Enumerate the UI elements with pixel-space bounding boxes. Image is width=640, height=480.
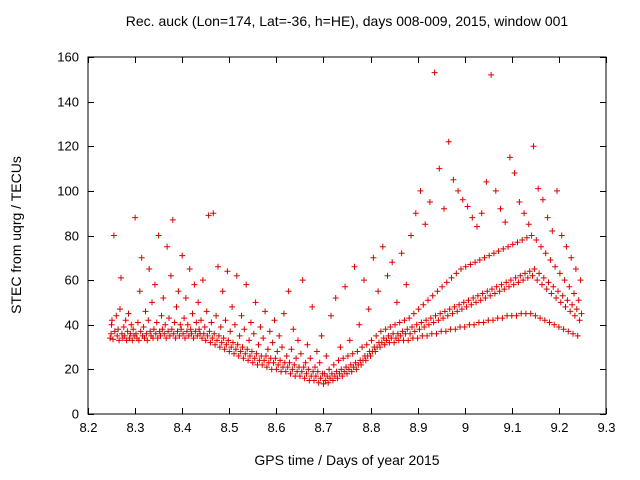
svg-text:9: 9 <box>462 420 469 435</box>
svg-text:8.2: 8.2 <box>79 420 97 435</box>
svg-text:8.4: 8.4 <box>173 420 191 435</box>
svg-text:8.9: 8.9 <box>409 420 427 435</box>
svg-text:140: 140 <box>57 95 79 110</box>
svg-text:8.7: 8.7 <box>314 420 332 435</box>
svg-text:120: 120 <box>57 139 79 154</box>
svg-text:9.3: 9.3 <box>597 420 615 435</box>
svg-text:40: 40 <box>65 318 79 333</box>
svg-text:160: 160 <box>57 50 79 65</box>
svg-text:80: 80 <box>65 229 79 244</box>
svg-text:9.1: 9.1 <box>503 420 521 435</box>
svg-text:60: 60 <box>65 273 79 288</box>
svg-text:20: 20 <box>65 362 79 377</box>
svg-text:8.5: 8.5 <box>220 420 238 435</box>
svg-text:8.8: 8.8 <box>362 420 380 435</box>
svg-text:8.6: 8.6 <box>267 420 285 435</box>
chart-title: Rec. auck (Lon=174, Lat=-36, h=HE), days… <box>125 13 569 29</box>
svg-text:100: 100 <box>57 184 79 199</box>
svg-text:8.3: 8.3 <box>126 420 144 435</box>
svg-text:9.2: 9.2 <box>550 420 568 435</box>
svg-text:0: 0 <box>72 407 79 422</box>
x-axis-label: GPS time / Days of year 2015 <box>254 452 440 468</box>
